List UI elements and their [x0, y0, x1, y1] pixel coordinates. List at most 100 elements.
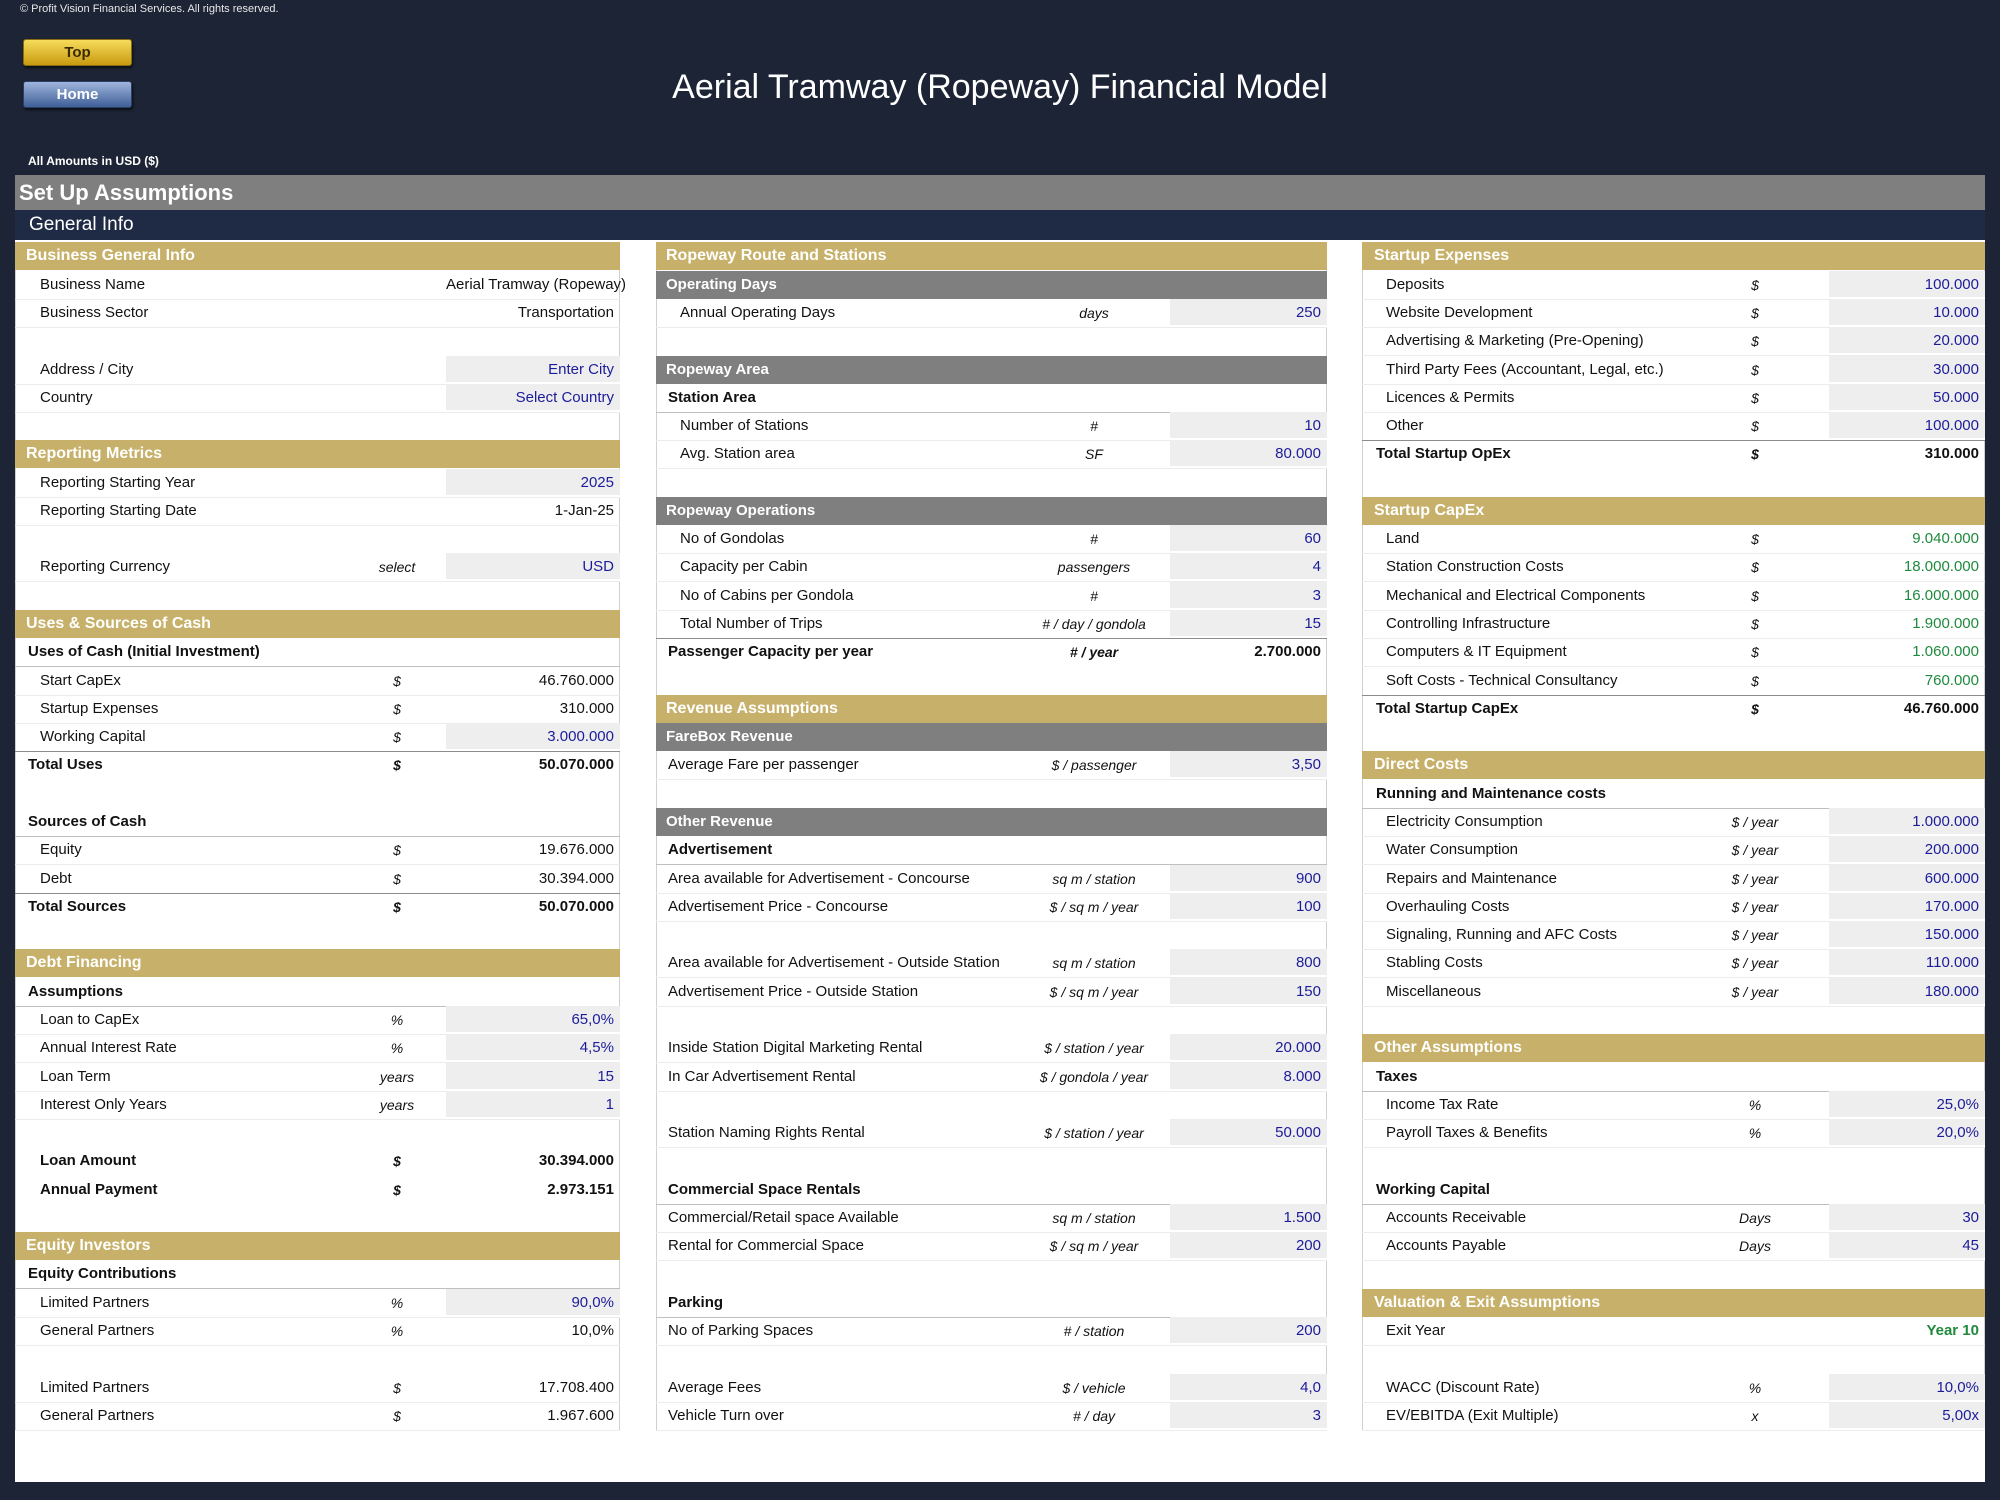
row-unit: %	[390, 1011, 404, 1028]
row-label: EV/EBITDA (Exit Multiple)	[1386, 1406, 1559, 1424]
row-label: Business Sector	[40, 303, 149, 321]
row-unit: $ / sq m / year	[1049, 983, 1139, 1000]
row-label: Rental for Commercial Space	[668, 1237, 864, 1255]
row-unit: sq m / station	[1052, 870, 1136, 887]
row-rule	[15, 1429, 620, 1431]
row-unit: #	[1090, 418, 1098, 435]
row-value: 1.967.600	[547, 1406, 614, 1424]
row-rule	[1362, 1203, 1985, 1205]
row-label: Commercial Space Rentals	[668, 1180, 861, 1198]
row-unit: $	[1751, 361, 1759, 378]
row-rule	[656, 1005, 1327, 1007]
row-value: Aerial Tramway (Ropeway)	[446, 275, 627, 293]
row-unit: $	[1751, 304, 1759, 321]
row-rule	[656, 1203, 1327, 1205]
row-label: Area available for Advertisement - Conco…	[668, 869, 970, 887]
row-value: 18.000.000	[1903, 558, 1979, 576]
row-unit: $	[393, 1181, 401, 1198]
row-unit: $ / sq m / year	[1049, 898, 1139, 915]
row-label: Station Naming Rights Rental	[668, 1124, 865, 1142]
row-unit: days	[1079, 304, 1109, 321]
row-label: Stabling Costs	[1386, 954, 1483, 972]
row-rule	[656, 411, 1327, 413]
row-rule	[15, 1033, 620, 1035]
subsection-header: Ropeway Operations	[656, 496, 1327, 525]
row-unit: $ / station / year	[1044, 1125, 1144, 1142]
subsection-header: Operating Days	[656, 270, 1327, 299]
row-value: 100.000	[1829, 270, 1985, 299]
title: Aerial Tramway (Ropeway) Financial Model	[672, 68, 1328, 106]
row-unit: $	[393, 700, 401, 717]
row-unit: Days	[1739, 1209, 1771, 1226]
row-value: 19.676.000	[538, 841, 614, 859]
row-rule	[1362, 864, 1985, 866]
row-label: Startup Expenses	[40, 699, 159, 717]
row-value: 10,0%	[1829, 1373, 1985, 1402]
row-value: 15	[446, 1062, 620, 1091]
top-button[interactable]: Top	[23, 39, 132, 66]
row-unit: %	[390, 1294, 404, 1311]
row-rule	[15, 694, 620, 696]
copyright: © Profit Vision Financial Services. All …	[20, 3, 279, 15]
row-value: 30	[1829, 1203, 1985, 1232]
row-label: Working Capital	[40, 728, 146, 746]
row-rule	[1362, 638, 1985, 640]
row-rule	[656, 609, 1327, 611]
row-rule	[656, 977, 1327, 979]
row-label: Loan to CapEx	[40, 1010, 140, 1028]
row-rule	[15, 1005, 620, 1007]
row-label: General Partners	[40, 1406, 155, 1424]
row-label: Mechanical and Electrical Components	[1386, 586, 1646, 604]
row-rule	[656, 1147, 1327, 1149]
home-button[interactable]: Home	[23, 81, 132, 108]
row-label: Loan Amount	[40, 1152, 137, 1170]
row-value: 150.000	[1829, 921, 1985, 950]
row-value: 10,0%	[571, 1322, 614, 1340]
row-rule	[15, 496, 620, 498]
row-unit: $	[393, 842, 401, 859]
sheet-bar: Set Up Assumptions	[15, 175, 1985, 210]
row-rule	[1362, 1429, 1985, 1431]
row-label: Business Name	[40, 275, 146, 293]
section-header: Debt Financing	[15, 949, 620, 978]
row-label: Working Capital	[1376, 1180, 1490, 1198]
row-unit: $ / sq m / year	[1049, 1238, 1139, 1255]
row-label: Overhauling Costs	[1386, 897, 1510, 915]
row-rule	[656, 892, 1327, 894]
row-unit: $ / gondola / year	[1039, 1068, 1149, 1085]
row-label: Accounts Payable	[1386, 1237, 1507, 1255]
row-value: 100	[1170, 892, 1327, 921]
row-label: Address / City	[40, 360, 134, 378]
row-unit: $	[393, 757, 401, 774]
row-rule	[1362, 977, 1985, 979]
row-unit: sq m / station	[1052, 955, 1136, 972]
row-label: Total Startup OpEx	[1376, 445, 1511, 463]
row-value: 200	[1170, 1232, 1327, 1261]
row-unit: %	[1748, 1125, 1762, 1142]
row-label: Third Party Fees (Accountant, Legal, etc…	[1386, 360, 1664, 378]
row-unit: # / day / gondola	[1042, 616, 1146, 633]
row-unit: $ / vehicle	[1062, 1379, 1126, 1396]
row-rule	[1362, 807, 1985, 809]
row-rule	[1362, 892, 1985, 894]
row-value: 1.900.000	[1912, 615, 1979, 633]
row-label: Land	[1386, 530, 1420, 548]
row-rule	[1362, 1401, 1985, 1403]
row-rule	[15, 1062, 620, 1064]
row-unit: $	[1751, 531, 1759, 548]
row-value: 30.394.000	[538, 869, 614, 887]
row-unit: $ / year	[1731, 927, 1779, 944]
row-unit: passengers	[1057, 559, 1131, 576]
row-rule	[1362, 1090, 1985, 1092]
row-label: Limited Partners	[40, 1378, 150, 1396]
row-unit: $	[393, 898, 401, 915]
row-rule	[656, 326, 1327, 328]
row-label: Number of Stations	[680, 417, 809, 435]
row-unit: $	[1751, 616, 1759, 633]
row-rule	[656, 440, 1327, 442]
row-value: 50.000	[1170, 1119, 1327, 1148]
row-value: 80.000	[1170, 440, 1327, 469]
row-unit: SF	[1085, 446, 1103, 463]
row-label: Signaling, Running and AFC Costs	[1386, 926, 1617, 944]
